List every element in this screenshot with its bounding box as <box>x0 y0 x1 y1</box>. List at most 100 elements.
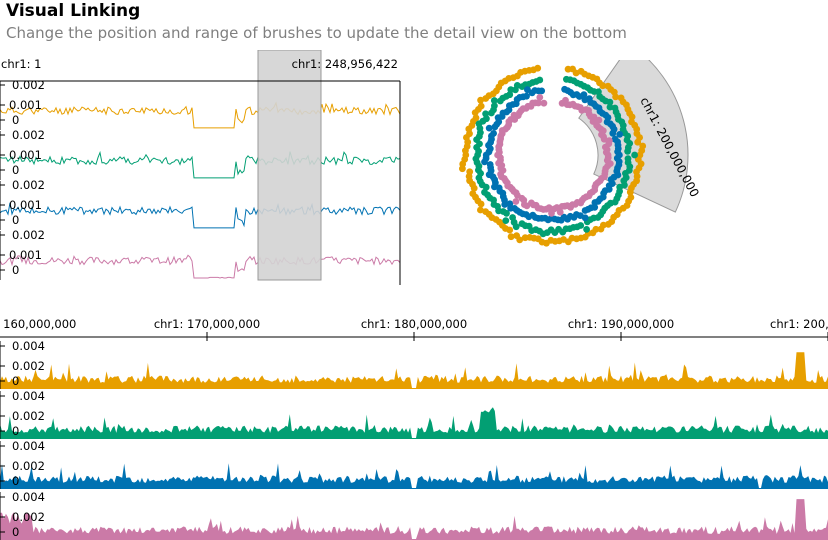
overview-y-tick-label: 0.002 <box>12 78 45 92</box>
overview-y-tick-label: 0 <box>12 263 19 277</box>
overview-line-green <box>0 150 401 179</box>
circular-point-green <box>583 226 590 233</box>
overview-brush[interactable] <box>257 50 322 281</box>
overview-line-pink <box>0 254 401 279</box>
circular-point-pink <box>558 203 566 210</box>
overview-y-tick-label: 0.001 <box>9 148 42 162</box>
circular-point-blue <box>609 129 617 137</box>
circular-point-blue <box>580 91 588 99</box>
circular-point-orange <box>477 96 484 104</box>
circular-point-orange <box>482 208 489 216</box>
overview-y-tick-label: 0.001 <box>9 248 42 262</box>
circular-point-blue <box>486 161 494 168</box>
circular-point-orange <box>634 138 642 146</box>
detail-x-tick-label: chr1: 160,000,000 <box>0 317 76 331</box>
overview-end-label: chr1: 248,956,422 <box>292 57 398 71</box>
circular-point-green <box>502 217 510 225</box>
overview-y-tick-label: 0.002 <box>12 128 45 142</box>
circular-point-orange <box>628 113 636 121</box>
detail-y-tick-label: 0.002 <box>12 409 45 423</box>
circular-point-green <box>606 98 614 106</box>
circular-point-pink <box>540 99 548 107</box>
page-title: Visual Linking <box>6 1 141 21</box>
circular-point-blue <box>490 130 497 137</box>
circular-point-pink <box>548 209 555 217</box>
overview-y-tick-label: 0 <box>12 113 19 127</box>
circular-point-orange <box>507 233 515 241</box>
circular-point-orange <box>521 234 529 242</box>
detail-y-tick-label: 0 <box>12 474 19 488</box>
circular-point-green <box>481 188 488 196</box>
circular-point-green <box>490 97 498 104</box>
circular-point-orange <box>626 188 634 196</box>
detail-y-axes: 0.0040.00200.0040.00200.0040.00200.0040.… <box>0 339 45 540</box>
circular-point-orange <box>477 206 484 214</box>
circular-point-blue <box>616 131 624 138</box>
detail-area-green <box>0 407 828 439</box>
detail-y-tick-label: 0.004 <box>12 490 45 504</box>
circular-point-orange <box>469 190 477 198</box>
overview-tracks <box>0 81 401 285</box>
detail-y-tick-label: 0.004 <box>12 439 45 453</box>
overview-y-tick-label: 0.001 <box>9 98 42 112</box>
detail-area-pink <box>0 499 828 540</box>
detail-tracks <box>0 352 828 540</box>
detail-x-tick-label: chr1: 190,000,000 <box>568 317 674 331</box>
circular-point-orange <box>466 168 474 176</box>
circular-point-green <box>518 220 526 228</box>
detail-y-tick-label: 0.002 <box>12 510 45 524</box>
circular-point-green <box>509 214 516 221</box>
overview-start-label: chr1: 1 <box>1 57 42 71</box>
detail-y-tick-label: 0 <box>12 525 19 539</box>
circular-point-pink <box>600 135 608 143</box>
detail-y-tick-label: 0 <box>12 424 19 438</box>
circular-point-pink <box>595 116 603 124</box>
circular-point-blue <box>538 87 546 95</box>
circular-tracks <box>459 64 647 247</box>
detail-area-orange <box>0 352 828 389</box>
circular-point-orange <box>513 232 520 240</box>
circular-point-green <box>624 147 631 155</box>
detail-x-axis: chr1: 160,000,000 chr1: 170,000,000 chr1: … <box>0 317 828 341</box>
circular-point-orange <box>477 102 485 110</box>
overview-line-orange <box>0 101 401 129</box>
overview-y-tick-label: 0.002 <box>12 228 45 242</box>
detail-x-tick-label: chr1: 180,000,000 <box>361 317 467 331</box>
detail-area-blue <box>0 463 828 489</box>
circular-point-orange <box>612 93 619 101</box>
overview-linear-chart: chr1: 1 chr1: 248,956,422 0.0020.00100.0… <box>0 50 401 285</box>
overview-y-tick-label: 0 <box>12 163 19 177</box>
circular-point-green <box>536 76 544 84</box>
detail-area-chart: chr1: 160,000,000 chr1: 170,000,000 chr1: … <box>0 317 828 540</box>
circular-point-blue <box>523 92 530 100</box>
circular-point-green <box>631 151 638 159</box>
overview-y-tick-label: 0 <box>12 213 19 227</box>
circular-point-orange <box>597 225 605 233</box>
circular-point-blue <box>506 200 514 208</box>
page-subtitle: Change the position and range of brushes… <box>6 24 627 42</box>
detail-x-tick-label: chr1: 200,000,000 <box>770 317 828 331</box>
circular-point-blue <box>591 199 599 206</box>
detail-y-tick-label: 0.002 <box>12 459 45 473</box>
circular-point-blue <box>485 124 493 132</box>
circular-point-orange <box>472 114 480 122</box>
circular-point-pink <box>535 99 542 107</box>
overview-y-tick-label: 0.002 <box>12 178 45 192</box>
detail-y-tick-label: 0.002 <box>12 359 45 373</box>
overview-y-tick-label: 0.001 <box>9 198 42 212</box>
circular-point-orange <box>599 82 607 90</box>
overview-y-axes: 0.0020.00100.0020.00100.0020.00100.0020.… <box>0 78 45 280</box>
detail-y-tick-label: 0.004 <box>12 389 45 403</box>
detail-x-tick-label: chr1: 170,000,000 <box>154 317 260 331</box>
circular-point-pink <box>512 198 520 205</box>
circular-point-green <box>482 110 489 118</box>
circular-point-orange <box>534 64 542 72</box>
detail-y-tick-label: 0.004 <box>12 339 45 353</box>
